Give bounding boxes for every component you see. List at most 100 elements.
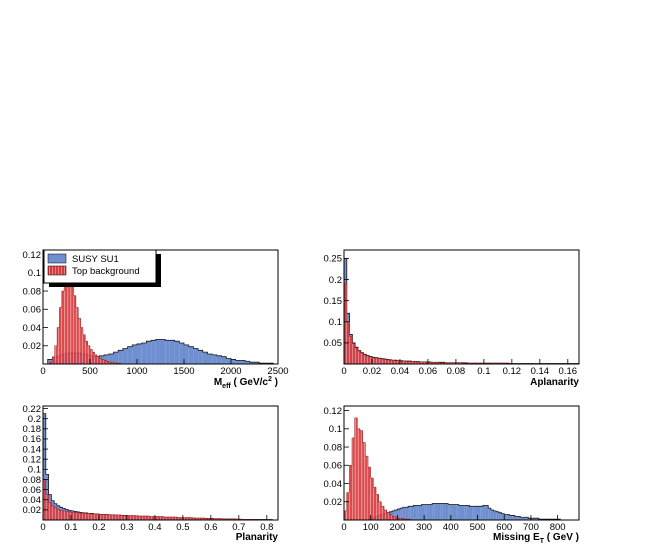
background-bin: [368, 467, 371, 520]
background-bin: [441, 362, 445, 364]
signal-bin: [466, 505, 470, 520]
signal-bin: [453, 504, 457, 520]
background-bin: [64, 281, 67, 364]
background-bin: [177, 517, 181, 520]
signal-bin: [456, 504, 459, 520]
x-tick-label: 0.7: [232, 522, 245, 533]
signal-bin: [245, 361, 250, 364]
signal-bin: [522, 517, 526, 520]
series-signal: [344, 503, 579, 520]
background-bin: [444, 362, 448, 364]
y-tick-label: 0.1: [28, 268, 41, 279]
background-bin: [352, 343, 356, 364]
background-bin: [78, 318, 81, 364]
background-bin: [111, 362, 114, 364]
background-bin: [104, 360, 107, 364]
signal-bin: [122, 348, 128, 364]
x-tick-label: 2000: [220, 366, 241, 377]
legend-swatch-background: [47, 265, 67, 276]
x-tick-label: 0.3: [120, 522, 133, 533]
signal-bin: [474, 506, 478, 520]
background-bin: [344, 283, 347, 364]
y-tick-label: 0.04: [23, 495, 42, 506]
background-bin: [413, 361, 417, 364]
background-bin: [349, 336, 353, 364]
background-bin: [370, 478, 374, 520]
x-tick-label: 0: [40, 522, 45, 533]
signal-bin: [212, 354, 217, 364]
x-tick-label: 0.8: [260, 522, 273, 533]
background-bin: [397, 360, 400, 364]
background-bin: [59, 307, 62, 364]
background-bin: [362, 442, 366, 520]
signal-bin: [432, 503, 435, 520]
background-bin: [380, 358, 384, 364]
plot-area: [344, 417, 579, 520]
background-bin: [354, 417, 358, 520]
background-bin: [90, 513, 94, 520]
background-bin: [75, 307, 79, 364]
signal-bin: [47, 359, 53, 364]
background-bin: [92, 352, 95, 364]
signal-bin: [141, 343, 147, 364]
signal-bin: [405, 507, 409, 520]
background-bin: [427, 362, 431, 364]
background-bin: [400, 518, 403, 520]
signal-bin: [469, 506, 473, 520]
y-tick-label: 0.06: [324, 461, 343, 472]
signal-bin: [416, 505, 419, 520]
y-tick-label: 0.02: [324, 497, 343, 508]
background-bin: [386, 512, 390, 520]
background-bin: [106, 361, 109, 364]
signal-bin: [458, 505, 462, 520]
background-bin: [365, 456, 369, 520]
signal-bin: [464, 505, 467, 520]
background-bin: [408, 361, 412, 364]
signal-bin: [490, 509, 494, 520]
background-bin: [373, 487, 377, 520]
signal-bin: [493, 510, 497, 520]
background-bin: [108, 362, 112, 364]
background-bin: [45, 494, 49, 520]
y-tick-label: 0.1: [329, 317, 342, 328]
signal-bin: [445, 503, 449, 520]
signal-bin: [440, 503, 443, 520]
background-bin: [112, 514, 116, 520]
background-bin: [397, 518, 401, 520]
x-tick-label: 0.06: [419, 366, 438, 377]
background-bin: [439, 362, 442, 364]
y-tick-label: 0.22: [23, 404, 42, 415]
background-bin: [422, 361, 426, 364]
background-bin: [391, 360, 395, 364]
x-tick-label: 0.6: [204, 522, 217, 533]
signal-bin: [193, 348, 199, 364]
x-tick-label: 0: [341, 366, 346, 377]
background-bin: [377, 358, 381, 364]
y-tick-label: 0.02: [23, 341, 42, 352]
background-outline: [344, 417, 579, 520]
background-bin: [79, 512, 83, 520]
background-bin: [357, 350, 361, 364]
background-bin: [110, 514, 113, 520]
background-bin: [166, 516, 169, 520]
x-axis-label: Missing ET ( GeV ): [493, 532, 579, 545]
background-bin: [208, 518, 211, 520]
background-bin: [199, 517, 203, 520]
background-bin: [73, 295, 76, 364]
signal-bin: [392, 510, 395, 520]
background-bin: [227, 518, 231, 520]
background-bin: [363, 354, 367, 364]
signal-bin: [198, 350, 203, 364]
background-bin: [436, 362, 440, 364]
background-bin: [107, 514, 111, 520]
background-bin: [132, 515, 136, 520]
background-bin: [196, 517, 200, 520]
signal-bin: [418, 505, 422, 520]
x-tick-label: 800: [550, 522, 566, 533]
background-bin: [394, 517, 398, 520]
signal-bin: [127, 346, 133, 364]
background-bin: [70, 512, 74, 520]
legend-label-signal: SUSY SU1: [72, 254, 119, 265]
background-bin: [62, 510, 66, 520]
background-bin: [56, 509, 60, 520]
